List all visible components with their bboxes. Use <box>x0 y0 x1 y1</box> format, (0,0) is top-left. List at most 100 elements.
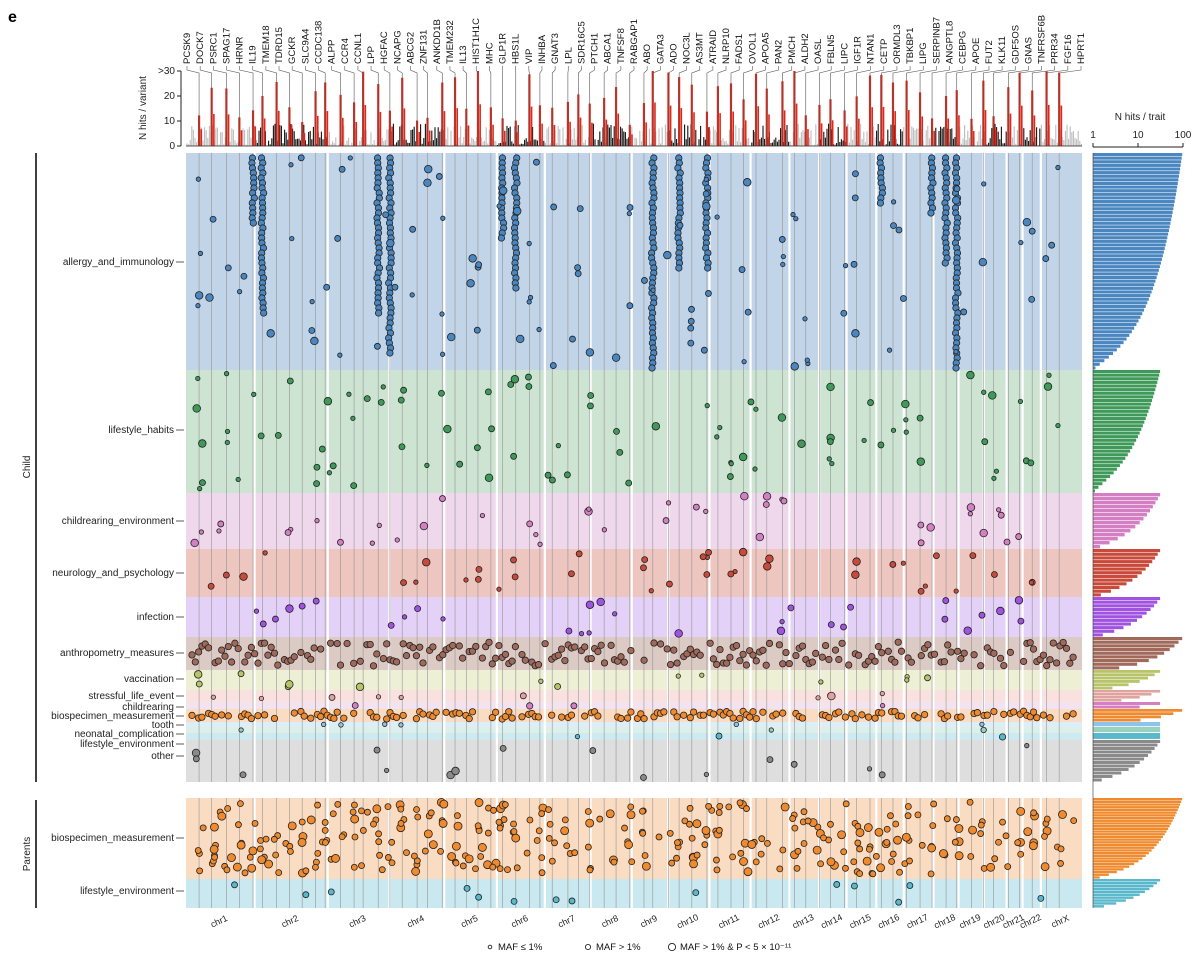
hit-point <box>596 597 605 607</box>
hit-point <box>195 648 203 656</box>
side-bar <box>1093 715 1161 719</box>
side-bar <box>1093 676 1148 680</box>
hit-point <box>1027 459 1035 467</box>
hit-point <box>1017 617 1025 625</box>
gene-label: FADS1 <box>734 34 745 64</box>
legend-marker <box>667 942 677 952</box>
hit-point <box>451 841 461 851</box>
gene-connector <box>265 66 277 146</box>
hit-point <box>842 263 849 269</box>
side-bar <box>1093 705 1140 709</box>
hit-point <box>231 639 239 647</box>
side-bar <box>1093 816 1175 820</box>
hit-point <box>827 621 835 629</box>
hit-point <box>533 531 539 538</box>
gene-connector <box>186 66 200 146</box>
hit-point <box>235 821 242 829</box>
gene-connector <box>1058 66 1082 146</box>
hit-point <box>195 176 201 182</box>
gene-connector <box>212 66 227 146</box>
category-label: lifestyle_environment <box>80 886 174 897</box>
hit-point <box>557 713 566 721</box>
hit-point <box>383 715 391 723</box>
side-bar <box>1093 865 1130 868</box>
hit-point <box>197 250 204 256</box>
hit-point <box>736 799 744 807</box>
hit-point <box>752 466 758 472</box>
hit-point <box>939 849 948 858</box>
hit-point <box>323 397 333 406</box>
gene-label: LIPC <box>839 43 850 64</box>
gene-connector <box>603 66 609 146</box>
side-bar <box>1093 445 1133 450</box>
hit-point <box>262 835 270 843</box>
hit-point <box>891 658 899 666</box>
hit-point <box>343 639 351 648</box>
hit-point <box>496 824 504 832</box>
hit-point <box>628 858 636 866</box>
side-bar <box>1093 841 1159 844</box>
hit-point <box>779 660 787 668</box>
hit-point <box>419 521 429 531</box>
side-bar <box>1093 171 1180 175</box>
hit-point <box>290 709 298 717</box>
hit-point <box>979 721 985 727</box>
hit-point <box>613 427 620 435</box>
top-y-axis-label: N hits / variant <box>138 76 149 140</box>
side-bar <box>1093 670 1161 673</box>
side-bar <box>1093 574 1138 578</box>
hit-point <box>780 253 786 260</box>
hit-point <box>722 659 731 667</box>
hit-point <box>533 158 540 166</box>
side-bar <box>1093 283 1155 287</box>
gene-connector <box>956 66 977 146</box>
side-bar <box>1093 775 1113 778</box>
hit-point <box>837 830 847 840</box>
hit-point <box>259 620 267 628</box>
hit-point <box>515 334 525 344</box>
side-bar <box>1093 712 1174 716</box>
hit-point <box>236 289 243 295</box>
category-label: vaccination <box>124 674 174 685</box>
hit-point <box>877 441 885 449</box>
hit-point <box>627 708 635 716</box>
hit-point <box>1030 809 1038 817</box>
hit-point <box>526 520 534 528</box>
hit-point <box>793 216 799 222</box>
hit-point <box>329 810 337 818</box>
hit-point <box>953 588 959 594</box>
hit-point <box>459 862 467 870</box>
hit-point <box>234 644 242 653</box>
hit-point <box>874 827 884 837</box>
hit-point <box>876 863 885 873</box>
hit-point <box>322 839 329 846</box>
chromosome-label: chr15 <box>848 912 873 931</box>
hit-point <box>347 155 353 161</box>
hit-point <box>791 824 799 832</box>
gene-labels: PCSK9 DOCK7 PSRC1 SPAG17 HRNR IL19 TMEM18 TDRD1… <box>182 15 1087 146</box>
hit-point <box>223 866 231 874</box>
side-bar <box>1093 868 1124 871</box>
hit-point <box>967 853 975 860</box>
hit-point <box>687 317 695 325</box>
hit-point <box>981 389 987 395</box>
hit-point <box>254 712 262 720</box>
hit-point <box>901 399 910 409</box>
hit-point <box>616 448 624 456</box>
hit-point <box>812 845 822 855</box>
gene-label: TMEM232 <box>445 20 456 64</box>
hit-point <box>235 476 241 483</box>
hit-point <box>981 181 987 187</box>
hit-point <box>914 714 922 722</box>
side-bar <box>1093 239 1167 243</box>
hit-point <box>904 677 910 683</box>
hit-point <box>412 715 420 723</box>
hit-point <box>1028 295 1036 303</box>
hit-point <box>626 204 634 211</box>
side-bar <box>1093 398 1153 403</box>
hit-point <box>903 417 909 423</box>
hit-point <box>423 178 432 188</box>
gene-connector <box>844 66 858 146</box>
hit-point <box>274 431 282 439</box>
hit-point <box>951 838 959 846</box>
